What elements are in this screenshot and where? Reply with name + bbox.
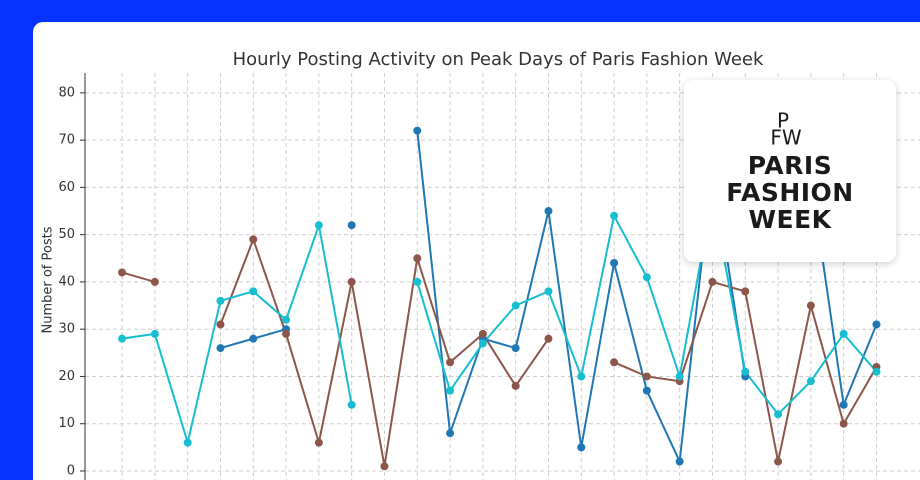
data-point [282,329,291,338]
data-point [774,410,783,419]
y-tick-label: 10 [58,416,75,431]
data-point [675,457,684,466]
data-point [511,301,520,310]
y-tick-label: 0 [67,463,75,478]
y-tick-label: 50 [58,227,75,242]
chart-title: Hourly Posting Activity on Peak Days of … [233,49,764,70]
logo-text: PARIS [748,151,832,180]
data-point [839,329,848,338]
data-point [610,358,619,367]
data-point [577,372,586,381]
data-point [118,268,127,277]
data-point [183,438,192,447]
y-tick-label: 20 [58,369,75,384]
y-tick-label: 60 [58,180,75,195]
data-point [478,339,487,348]
data-point [249,287,258,296]
data-point [741,287,750,296]
data-point [577,443,586,452]
y-axis-label: Number of Posts [41,226,56,333]
data-point [642,386,651,395]
data-point [708,277,717,286]
data-point [216,296,225,305]
data-point [511,344,520,353]
logo-monogram: P [777,109,789,133]
data-point [642,372,651,381]
data-point [544,334,553,343]
data-point [347,277,356,286]
data-point [610,211,619,220]
data-point [216,344,225,353]
data-point [216,320,225,329]
data-point [282,315,291,324]
plot [118,126,881,471]
data-point [478,329,487,338]
data-point [839,400,848,409]
logo-text: WEEK [748,205,832,234]
data-point [806,301,815,310]
logo-background [684,80,896,262]
data-point [380,462,389,471]
data-point [446,358,455,367]
data-point [774,457,783,466]
data-point [446,429,455,438]
data-point [511,381,520,390]
data-point [872,367,881,376]
data-point [118,334,127,343]
data-point [741,367,750,376]
data-point [314,438,323,447]
data-point [150,277,159,286]
y-tick-label: 80 [58,85,75,100]
data-point [413,277,422,286]
data-point [150,329,159,338]
data-point [544,287,553,296]
data-point [249,334,258,343]
y-tick-label: 70 [58,133,75,148]
data-point [413,126,422,135]
data-point [413,254,422,263]
data-point [347,221,356,230]
logo-card: P FW PARIS FASHION WEEK [684,80,896,262]
data-point [347,400,356,409]
logo-monogram: FW [770,126,802,150]
data-point [610,259,619,268]
data-point [806,377,815,386]
data-point [675,372,684,381]
data-point [872,320,881,329]
y-tick-label: 30 [58,322,75,337]
data-point [249,235,258,244]
logo-text: FASHION [726,178,853,207]
data-point [544,207,553,216]
data-point [642,273,651,282]
y-tick-label: 40 [58,274,75,289]
data-point [446,386,455,395]
data-point [314,221,323,230]
data-point [839,419,848,428]
